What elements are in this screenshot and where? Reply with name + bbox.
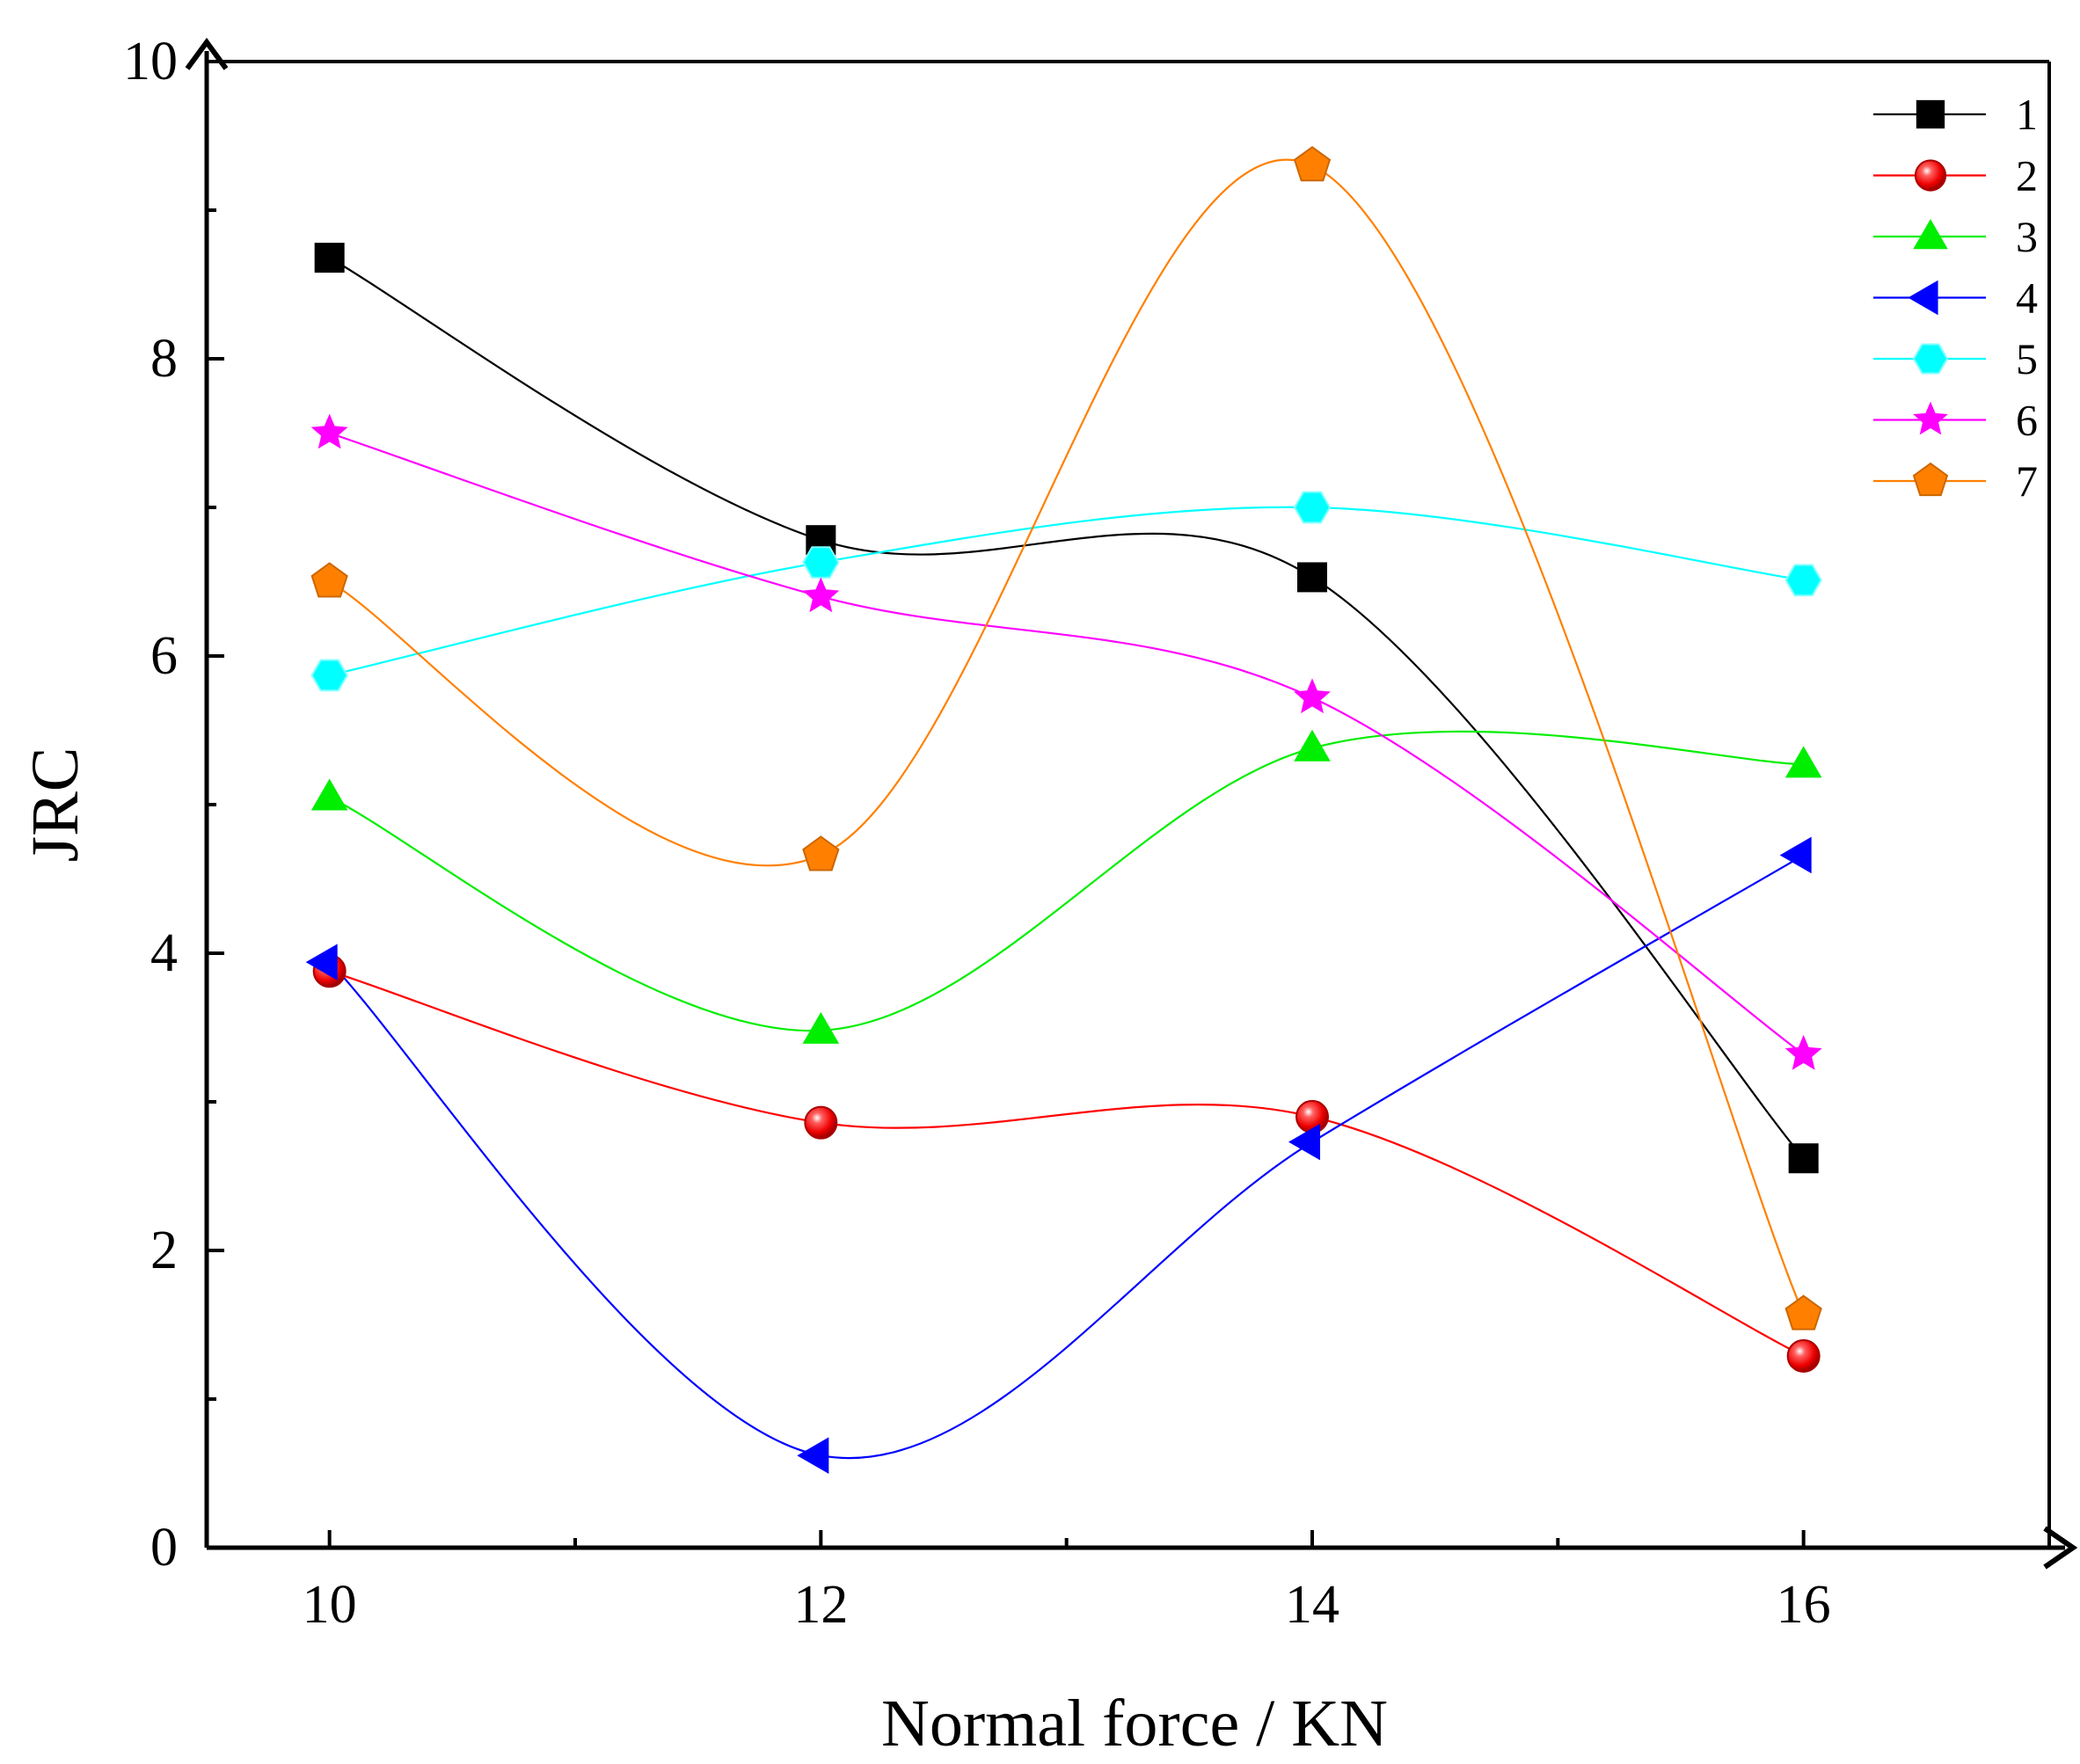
y-tick-label: 8 xyxy=(150,329,178,389)
y-tick-label: 10 xyxy=(123,32,178,91)
legend-marker xyxy=(1913,219,1948,250)
series-2-line xyxy=(329,970,1805,1357)
legend-marker xyxy=(1908,280,1938,316)
series-3-point xyxy=(1784,746,1822,778)
y-tick-label: 2 xyxy=(150,1221,178,1280)
legend-label: 3 xyxy=(2016,212,2038,261)
legend-label: 2 xyxy=(2016,151,2038,200)
series-3-point xyxy=(802,1011,840,1044)
series-5-line xyxy=(329,506,1804,677)
series-4-line xyxy=(328,854,1805,1460)
series-7-point xyxy=(310,562,348,598)
series-5-point xyxy=(310,659,348,692)
legend-label: 1 xyxy=(2016,90,2038,139)
x-tick-label: 14 xyxy=(1285,1575,1339,1635)
series-6-point xyxy=(310,413,348,449)
series-6-line xyxy=(329,432,1805,1055)
series-markers xyxy=(305,146,1822,1475)
series-2-point xyxy=(804,1105,838,1140)
legend-marker xyxy=(1916,99,1945,129)
series-6-point xyxy=(1294,678,1331,714)
series-1-line xyxy=(329,257,1805,1159)
tick-labels: 0 2 4 6 8 10 10 12 14 16 xyxy=(123,32,1831,1635)
series-5-point xyxy=(802,546,840,579)
legend-item-4: 4 xyxy=(1873,273,2038,323)
series-1-point xyxy=(1297,562,1327,593)
legend-item-5: 5 xyxy=(1873,334,2038,383)
legend-marker xyxy=(1912,462,1949,497)
legend-label: 4 xyxy=(2016,273,2038,323)
axes xyxy=(185,37,2078,1570)
legend-item-2: 2 xyxy=(1873,151,2038,200)
legend-item-6: 6 xyxy=(1873,396,2038,445)
legend-marker xyxy=(1913,401,1948,435)
series-curves xyxy=(328,158,1805,1460)
series-5-point xyxy=(1293,491,1332,524)
series-4-point xyxy=(1288,1123,1320,1161)
y-axis-title: JRC xyxy=(18,747,92,863)
y-tick-label: 4 xyxy=(150,923,178,983)
series-7-point xyxy=(1293,146,1332,182)
legend-label: 5 xyxy=(2016,334,2038,383)
series-3-line xyxy=(329,730,1804,1032)
series-4-point xyxy=(797,1437,829,1475)
series-3-point xyxy=(1294,729,1331,762)
y-tick-label: 0 xyxy=(150,1518,178,1578)
legend: 1 2 3 4 5 6 7 xyxy=(1873,90,2038,506)
legend-item-1: 1 xyxy=(1873,90,2038,139)
legend-item-7: 7 xyxy=(1873,456,2038,506)
legend-label: 6 xyxy=(2016,396,2038,445)
legend-item-3: 3 xyxy=(1873,212,2038,261)
series-6-point xyxy=(802,577,840,613)
series-6-point xyxy=(1784,1034,1822,1070)
x-axis-arrow xyxy=(2043,1526,2078,1570)
x-tick-label: 10 xyxy=(303,1575,357,1635)
legend-label: 7 xyxy=(2016,456,2038,506)
series-7-point xyxy=(802,835,840,871)
x-tick-label: 12 xyxy=(793,1575,848,1635)
x-axis-title: Normal force / KN xyxy=(881,1687,1388,1760)
series-1-point xyxy=(314,243,345,273)
series-1-point xyxy=(1788,1143,1819,1174)
series-7-point xyxy=(1784,1294,1822,1330)
legend-marker xyxy=(1912,343,1949,375)
x-tick-label: 16 xyxy=(1777,1575,1831,1635)
series-4-point xyxy=(305,944,338,980)
series-2-point xyxy=(1295,1099,1329,1133)
y-tick-label: 6 xyxy=(150,626,178,686)
series-5-point xyxy=(1784,564,1822,597)
series-7-line xyxy=(329,158,1805,1316)
series-2-point xyxy=(1786,1338,1821,1373)
series-4-point xyxy=(1779,836,1812,874)
series-3-point xyxy=(310,778,348,811)
legend-marker xyxy=(1914,159,1947,192)
